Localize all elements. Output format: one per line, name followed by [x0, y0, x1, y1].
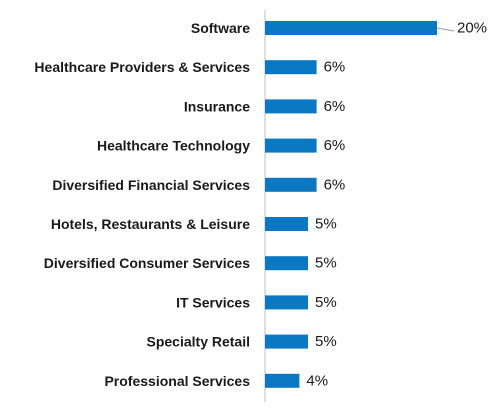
- value-label: 6%: [324, 98, 346, 115]
- value-label: 6%: [324, 176, 346, 193]
- bar: [265, 60, 317, 75]
- category-label: Specialty Retail: [147, 334, 251, 350]
- bar: [265, 99, 317, 114]
- bar: [265, 21, 437, 35]
- bars: [265, 21, 437, 388]
- value-label: 20%: [457, 20, 487, 37]
- category-label: Healthcare Providers & Services: [34, 59, 250, 75]
- bar: [265, 373, 300, 388]
- category-label: Hotels, Restaurants & Leisure: [51, 216, 250, 232]
- category-label: Professional Services: [104, 373, 250, 389]
- value-label: 4%: [306, 372, 328, 389]
- category-label: Software: [191, 20, 250, 36]
- value-label: 5%: [315, 333, 337, 350]
- bar: [265, 334, 308, 349]
- category-label: Insurance: [184, 98, 250, 114]
- bar: [265, 138, 317, 153]
- value-labels: 20% 6% 6% 6% 6% 5% 5% 5% 5% 4%: [306, 20, 487, 390]
- value-label: 6%: [324, 59, 346, 76]
- bar: [265, 177, 317, 192]
- bar: [265, 256, 308, 271]
- value-label: 5%: [315, 255, 337, 272]
- bar: [265, 217, 308, 231]
- value-leader-line: [436, 27, 455, 32]
- category-labels: Software Healthcare Providers & Services I…: [34, 20, 250, 389]
- value-label: 6%: [324, 137, 346, 154]
- category-label: Diversified Financial Services: [52, 177, 250, 193]
- value-label: 5%: [315, 294, 337, 311]
- category-label: Healthcare Technology: [97, 138, 250, 154]
- value-label: 5%: [315, 216, 337, 233]
- bar: [265, 295, 308, 310]
- category-label: IT Services: [176, 294, 250, 310]
- category-label: Diversified Consumer Services: [44, 255, 250, 271]
